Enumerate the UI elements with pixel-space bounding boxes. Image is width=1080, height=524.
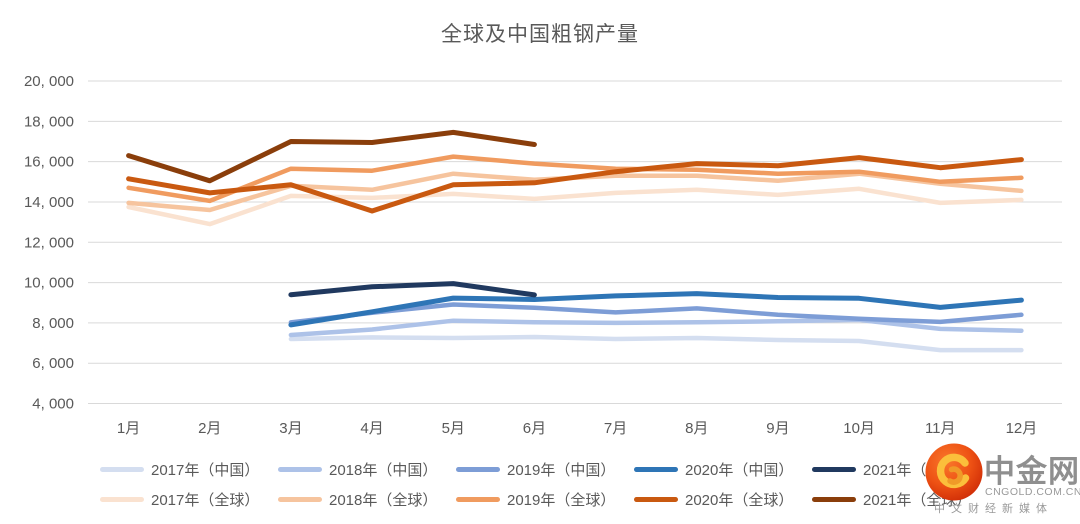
line-chart-canvas: 4, 000 6, 000 8, 000 10, 000 12, 000 14, 000 1… xyxy=(24,73,1062,437)
legend-row-global: 2017年（全球） 2018年（全球） 2019年（全球） 2020年（全球） 2021… xyxy=(0,489,1080,509)
y-tick-label: 20, 000 xyxy=(24,73,74,90)
legend-label: 2020年（中国） xyxy=(685,461,794,479)
x-tick-label: 6月 xyxy=(523,420,546,437)
series-line-2021年（全球） xyxy=(126,129,537,184)
series-line-2017年（中国） xyxy=(288,334,1024,353)
series-line-2019年（中国） xyxy=(288,302,1024,325)
legend-label: 2019年（中国） xyxy=(507,461,616,479)
y-tick-label: 18, 000 xyxy=(24,113,74,130)
x-tick-label: 7月 xyxy=(604,420,627,437)
y-tick-label: 16, 000 xyxy=(24,154,74,171)
x-tick-label: 12月 xyxy=(1006,420,1038,437)
watermark-brand: 中金网 xyxy=(984,454,1080,489)
series-line-2019年（全球） xyxy=(126,154,1024,204)
y-tick-label: 12, 000 xyxy=(24,234,74,251)
series-line-2018年（中国） xyxy=(288,317,1024,338)
x-tick-label: 10月 xyxy=(843,420,875,437)
legend-swatch xyxy=(278,466,322,472)
legend-swatch xyxy=(812,466,856,472)
x-tick-label: 1月 xyxy=(117,420,140,437)
x-tick-label: 8月 xyxy=(685,420,708,437)
series-line-2021年（中国） xyxy=(288,281,537,298)
legend-item-2017年（中国）: 2017年（中国） xyxy=(100,459,259,479)
x-tick-label: 5月 xyxy=(442,420,465,437)
legend-swatch xyxy=(456,496,500,502)
legend-item-2019年（中国）: 2019年（中国） xyxy=(456,459,615,479)
y-tick-label: 10, 000 xyxy=(24,275,74,292)
x-tick-label: 2月 xyxy=(198,420,221,437)
x-tick-label: 3月 xyxy=(279,420,302,437)
legend-swatch xyxy=(634,496,678,502)
y-tick-label: 6, 000 xyxy=(32,355,74,372)
series-line-2020年（全球） xyxy=(126,155,1024,214)
legend-swatch xyxy=(100,496,144,502)
y-tick-label: 8, 000 xyxy=(32,315,74,332)
legend-label: 2018年（全球） xyxy=(329,491,438,509)
x-tick-label: 9月 xyxy=(766,420,789,437)
series-line-2017年（全球） xyxy=(126,186,1024,227)
y-tick-label: 14, 000 xyxy=(24,194,74,211)
legend-swatch xyxy=(812,496,856,502)
legend-label: 2018年（中国） xyxy=(329,461,438,479)
legend-label: 2019年（全球） xyxy=(507,491,616,509)
x-tick-label: 4月 xyxy=(360,420,383,437)
legend-item-2017年（全球）: 2017年（全球） xyxy=(100,489,259,509)
cngold-watermark: 中金网 CNGOLD.COM.CN 中文财经新媒体 xyxy=(922,438,1080,522)
legend-swatch xyxy=(278,496,322,502)
series-line-2020年（中国） xyxy=(288,291,1024,328)
legend-label: 2020年（全球） xyxy=(685,491,794,509)
legend-label: 2017年（全球） xyxy=(151,491,260,509)
watermark-domain: CNGOLD.COM.CN xyxy=(985,486,1080,498)
legend-item-2019年（全球）: 2019年（全球） xyxy=(456,489,615,509)
y-tick-label: 4, 000 xyxy=(32,396,74,413)
legend-swatch xyxy=(100,466,144,472)
chart-title: 全球及中国粗钢产量 xyxy=(441,23,639,46)
legend-item-2018年（全球）: 2018年（全球） xyxy=(278,489,437,509)
cngold-logo-icon xyxy=(925,443,983,501)
watermark-tagline: 中文财经新媒体 xyxy=(934,503,1053,515)
legend-swatch xyxy=(456,466,500,472)
legend-item-2018年（中国）: 2018年（中国） xyxy=(278,459,437,479)
legend-item-2020年（全球）: 2020年（全球） xyxy=(634,489,793,509)
legend-item-2020年（中国）: 2020年（中国） xyxy=(634,459,793,479)
legend-label: 2017年（中国） xyxy=(151,461,260,479)
legend-row-china: 2017年（中国） 2018年（中国） 2019年（中国） 2020年（中国） 2021… xyxy=(0,459,1080,479)
x-tick-label: 11月 xyxy=(925,420,956,437)
legend-swatch xyxy=(634,466,678,472)
